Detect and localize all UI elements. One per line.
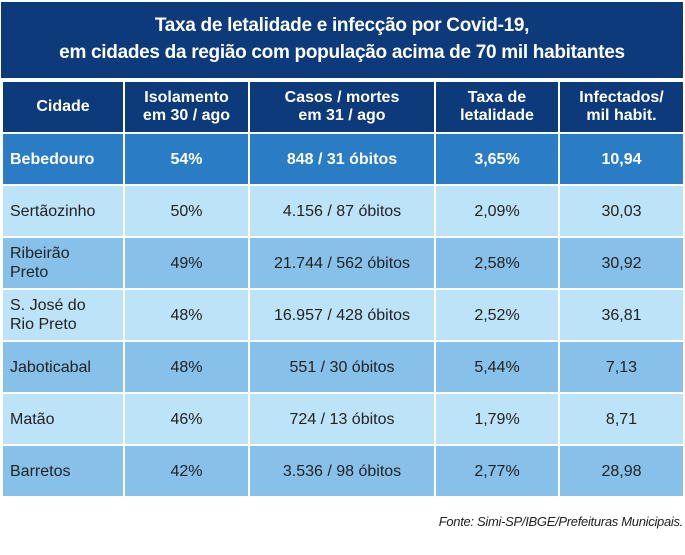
cell-infectados: 30,03: [558, 184, 685, 238]
cell-isolamento: 48%: [123, 340, 250, 394]
table-title: Taxa de letalidade e infecção por Covid-…: [1, 2, 683, 78]
cell-city: Barretos: [1, 444, 125, 498]
cell-isolamento: 54%: [123, 132, 250, 186]
cell-infectados: 8,71: [558, 392, 685, 446]
table-row: Barretos 42% 3.536 / 98 óbitos 2,77% 28,…: [1, 444, 685, 498]
column-header-casos-mortes: Casos / mortes em 31 / ago: [248, 80, 436, 134]
title-line-2: em cidades da região com população acima…: [59, 42, 625, 63]
cell-letalidade: 1,79%: [434, 392, 560, 446]
cell-city: Bebedouro: [1, 132, 125, 186]
column-header-infectados: Infectados/mil habit.: [558, 80, 685, 134]
cell-isolamento: 48%: [123, 288, 250, 342]
table-row: Sertãozinho 50% 4.156 / 87 óbitos 2,09% …: [1, 184, 685, 238]
header-row: Cidade Isolamento em 30 / ago Casos / mor…: [1, 80, 685, 134]
cell-letalidade: 5,44%: [434, 340, 560, 394]
cell-letalidade: 3,65%: [434, 132, 560, 186]
cell-casos-mortes: 724 / 13 óbitos: [248, 392, 436, 446]
table-row: Jaboticabal 48% 551 / 30 óbitos 5,44% 7,…: [1, 340, 685, 394]
cell-letalidade: 2,09%: [434, 184, 560, 238]
cell-casos-mortes: 4.156 / 87 óbitos: [248, 184, 436, 238]
column-header-cidade: Cidade: [1, 80, 125, 134]
cell-letalidade: 2,77%: [434, 444, 560, 498]
table-row: Matão 46% 724 / 13 óbitos 1,79% 8,71: [1, 392, 685, 446]
cell-city: Jaboticabal: [1, 340, 125, 394]
table-row: Bebedouro 54% 848 / 31 óbitos 3,65% 10,9…: [1, 132, 685, 186]
cell-infectados: 36,81: [558, 288, 685, 342]
column-header-isolamento: Isolamento em 30 / ago: [123, 80, 250, 134]
cell-casos-mortes: 21.744 / 562 óbitos: [248, 236, 436, 290]
cell-isolamento: 49%: [123, 236, 250, 290]
title-line-1: Taxa de letalidade e infecção por Covid-…: [154, 15, 530, 36]
column-header-letalidade: Taxa de letalidade: [434, 80, 560, 134]
cell-casos-mortes: 16.957 / 428 óbitos: [248, 288, 436, 342]
cell-letalidade: 2,58%: [434, 236, 560, 290]
cell-infectados: 10,94: [558, 132, 685, 186]
cell-infectados: 28,98: [558, 444, 685, 498]
covid-table-container: Taxa de letalidade e infecção por Covid-…: [1, 2, 685, 498]
source-caption: Fonte: Simi-SP/IBGE/Prefeituras Municipa…: [438, 514, 684, 529]
cell-city: Matão: [1, 392, 125, 446]
cell-city: Ribeirão Preto: [1, 236, 125, 290]
cell-isolamento: 50%: [123, 184, 250, 238]
cell-infectados: 30,92: [558, 236, 685, 290]
table-row: Ribeirão Preto 49% 21.744 / 562 óbitos 2,…: [1, 236, 685, 290]
cell-isolamento: 46%: [123, 392, 250, 446]
cell-letalidade: 2,52%: [434, 288, 560, 342]
cell-isolamento: 42%: [123, 444, 250, 498]
cell-casos-mortes: 848 / 31 óbitos: [248, 132, 436, 186]
cell-city: Sertãozinho: [1, 184, 125, 238]
cell-city: S. José do Rio Preto: [1, 288, 125, 342]
covid-data-table: Cidade Isolamento em 30 / ago Casos / mor…: [1, 80, 685, 498]
table-row: S. José do Rio Preto 48% 16.957 / 428 óbi…: [1, 288, 685, 342]
cell-casos-mortes: 551 / 30 óbitos: [248, 340, 436, 394]
cell-infectados: 7,13: [558, 340, 685, 394]
cell-casos-mortes: 3.536 / 98 óbitos: [248, 444, 436, 498]
